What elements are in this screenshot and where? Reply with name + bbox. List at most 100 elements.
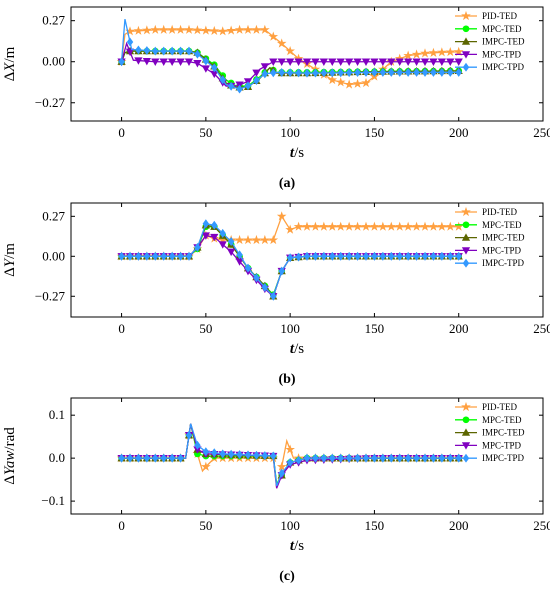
data-point (411, 221, 422, 231)
data-point (152, 251, 159, 261)
data-point (270, 68, 277, 78)
data-point (371, 67, 378, 77)
series-impc-tpd (118, 219, 462, 301)
data-point (337, 68, 344, 78)
legend-label: IMPC-TPD (482, 453, 525, 463)
data-point (421, 453, 429, 463)
data-point (278, 266, 285, 276)
y-tick-label: 0.00 (42, 248, 65, 263)
data-point (234, 234, 245, 245)
data-point (362, 453, 370, 463)
data-point (202, 56, 210, 66)
data-point (396, 453, 403, 463)
data-point (253, 76, 260, 86)
series-line (121, 234, 459, 298)
data-point (352, 221, 363, 231)
x-tick-label: 50 (199, 321, 212, 336)
data-point (217, 26, 228, 36)
x-tick-label: 250 (533, 518, 550, 533)
data-point (413, 251, 420, 261)
data-point (353, 58, 362, 66)
legend-label: MPC-TED (482, 24, 522, 34)
legend-label: IMPC-TED (482, 428, 525, 438)
data-point (371, 453, 378, 463)
data-point (236, 450, 243, 460)
data-point (194, 440, 201, 450)
data-point (227, 81, 235, 91)
data-point (403, 50, 413, 60)
data-point (361, 221, 371, 231)
data-point (295, 455, 302, 465)
legend-label: PID-TED (482, 402, 517, 412)
data-point (268, 234, 279, 245)
x-tick-label: 150 (365, 518, 385, 533)
data-point (445, 46, 456, 57)
data-point (453, 221, 464, 231)
data-point (396, 67, 403, 77)
legend-marker (461, 401, 471, 412)
data-point (420, 221, 430, 231)
data-point (160, 46, 167, 56)
legend-label: PID-TED (482, 207, 517, 217)
data-point (329, 453, 336, 463)
data-point (404, 453, 412, 463)
y-axis-label: ΔYaw/rad (2, 427, 18, 485)
data-point (421, 251, 429, 261)
legend-label: PID-TED (482, 11, 517, 21)
data-point (430, 453, 437, 463)
legend: PID-TED MPC-TED IMPC-TED MPC-TPD IMPC-TPD (455, 10, 525, 72)
data-point (438, 453, 446, 463)
legend: PID-TED MPC-TED IMPC-TED MPC-TPD IMPC-TPD (455, 206, 525, 268)
data-point (244, 81, 252, 91)
legend-label: IMPC-TPD (482, 62, 525, 72)
data-point (253, 450, 260, 460)
data-point (345, 58, 354, 66)
data-point (429, 58, 438, 66)
data-point (134, 57, 143, 65)
data-point (261, 69, 269, 79)
data-point (193, 60, 202, 68)
data-point (438, 251, 446, 261)
legend-marker (461, 51, 471, 59)
data-point (320, 68, 328, 78)
data-point (303, 68, 311, 78)
data-point (185, 251, 193, 261)
data-point (378, 58, 387, 66)
data-point (285, 444, 295, 454)
y-tick-label: −0.1 (41, 493, 65, 508)
data-point (428, 47, 439, 57)
x-tick-label: 0 (118, 321, 125, 336)
series-pid-ted (116, 211, 464, 261)
series-impc-ted (117, 423, 463, 489)
data-point (394, 221, 405, 231)
data-point (227, 248, 236, 257)
data-point (135, 45, 142, 55)
x-tick-label: 200 (449, 125, 469, 140)
data-point (244, 450, 252, 460)
data-point (211, 448, 218, 458)
data-point (336, 58, 345, 66)
data-point (175, 24, 186, 34)
series-impc-tpd (118, 423, 462, 487)
data-point (388, 251, 395, 261)
data-point (253, 273, 260, 283)
data-point (285, 224, 295, 234)
series-pid-ted (116, 24, 464, 89)
data-point (428, 221, 439, 231)
panel-caption: (b) (278, 372, 295, 387)
data-point (286, 457, 294, 467)
data-point (370, 58, 379, 66)
data-point (243, 24, 253, 34)
data-point (201, 232, 210, 240)
data-point (447, 67, 454, 77)
data-point (211, 63, 218, 73)
data-point (404, 67, 412, 77)
data-point (167, 24, 177, 34)
data-point (437, 47, 447, 57)
plot-area (116, 423, 464, 489)
data-point (421, 67, 429, 77)
data-point (135, 251, 142, 261)
data-point (219, 228, 226, 238)
data-point (168, 453, 176, 463)
data-point (143, 46, 151, 56)
